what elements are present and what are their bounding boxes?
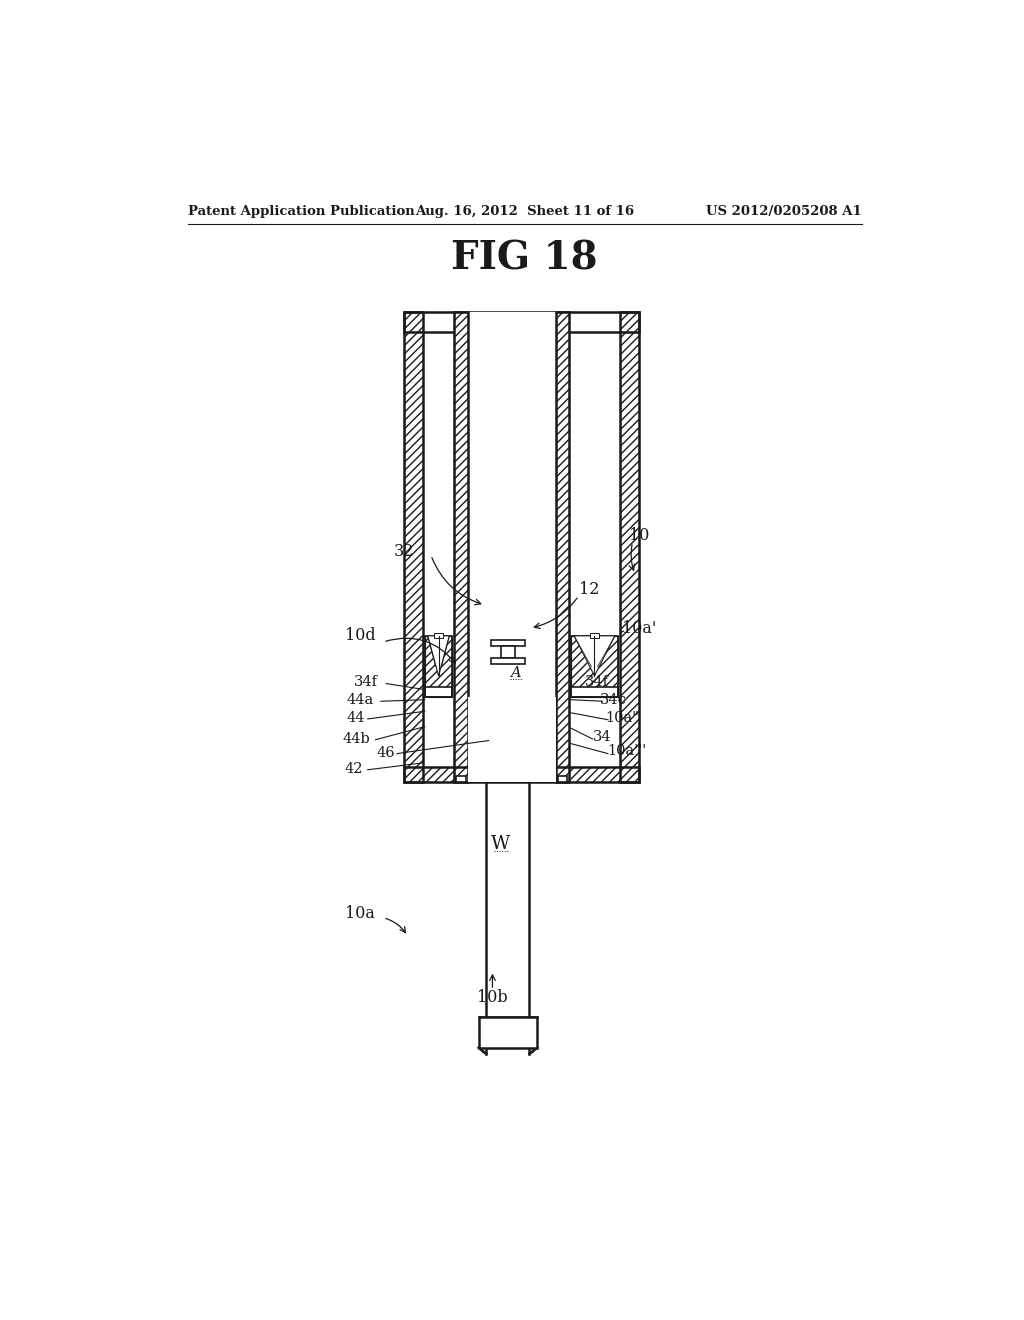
Text: A: A	[510, 665, 521, 680]
Text: 10a": 10a"	[605, 711, 639, 725]
Bar	[454, 313, 468, 781]
Bar	[425, 636, 453, 697]
Bar	[590, 634, 599, 639]
Text: W: W	[490, 834, 510, 853]
Bar	[571, 636, 617, 697]
Text: Patent Application Publication: Patent Application Publication	[188, 205, 415, 218]
Text: 10b: 10b	[477, 989, 508, 1006]
Text: 44a: 44a	[346, 693, 374, 706]
Bar	[478, 1016, 538, 1048]
Bar	[490, 640, 525, 645]
Text: 34: 34	[593, 730, 611, 744]
Bar	[403, 767, 639, 781]
Bar	[425, 636, 453, 697]
Bar	[571, 686, 617, 697]
Bar	[425, 686, 453, 697]
Bar	[556, 313, 569, 781]
Bar	[490, 659, 525, 664]
Bar	[558, 776, 567, 781]
Bar	[403, 313, 423, 781]
Text: US 2012/0205208 A1: US 2012/0205208 A1	[707, 205, 862, 218]
Bar	[556, 313, 569, 781]
Bar	[454, 313, 468, 781]
Bar	[434, 634, 443, 639]
Text: 44: 44	[346, 711, 365, 725]
Polygon shape	[574, 636, 614, 676]
Text: 10a': 10a'	[622, 619, 656, 636]
Polygon shape	[428, 636, 450, 676]
Bar	[501, 645, 515, 659]
Text: 10d: 10d	[345, 627, 376, 644]
Text: 12: 12	[579, 581, 599, 598]
Text: 46: 46	[377, 746, 395, 760]
Bar	[620, 313, 639, 781]
Bar	[403, 767, 639, 781]
Text: 10: 10	[629, 527, 649, 544]
Text: 34c: 34c	[600, 693, 627, 706]
Text: Aug. 16, 2012  Sheet 11 of 16: Aug. 16, 2012 Sheet 11 of 16	[416, 205, 634, 218]
Bar	[620, 313, 639, 781]
Bar	[403, 313, 639, 331]
Text: 42: 42	[345, 762, 364, 776]
Bar	[403, 313, 423, 781]
Bar	[484, 767, 531, 781]
Bar	[457, 776, 466, 781]
Text: FIG 18: FIG 18	[452, 239, 598, 277]
Bar	[423, 313, 454, 781]
Bar	[569, 313, 620, 781]
Text: 34f: 34f	[353, 675, 378, 689]
Bar	[468, 697, 556, 781]
Bar	[403, 313, 639, 331]
Text: 10a''': 10a'''	[607, 744, 647, 758]
Bar	[468, 313, 556, 781]
Text: 10a: 10a	[345, 904, 375, 921]
Bar	[423, 313, 620, 781]
Bar	[571, 636, 617, 697]
Text: 44b: 44b	[342, 733, 370, 746]
Text: 32: 32	[393, 543, 414, 560]
Text: 34f: 34f	[585, 675, 608, 689]
